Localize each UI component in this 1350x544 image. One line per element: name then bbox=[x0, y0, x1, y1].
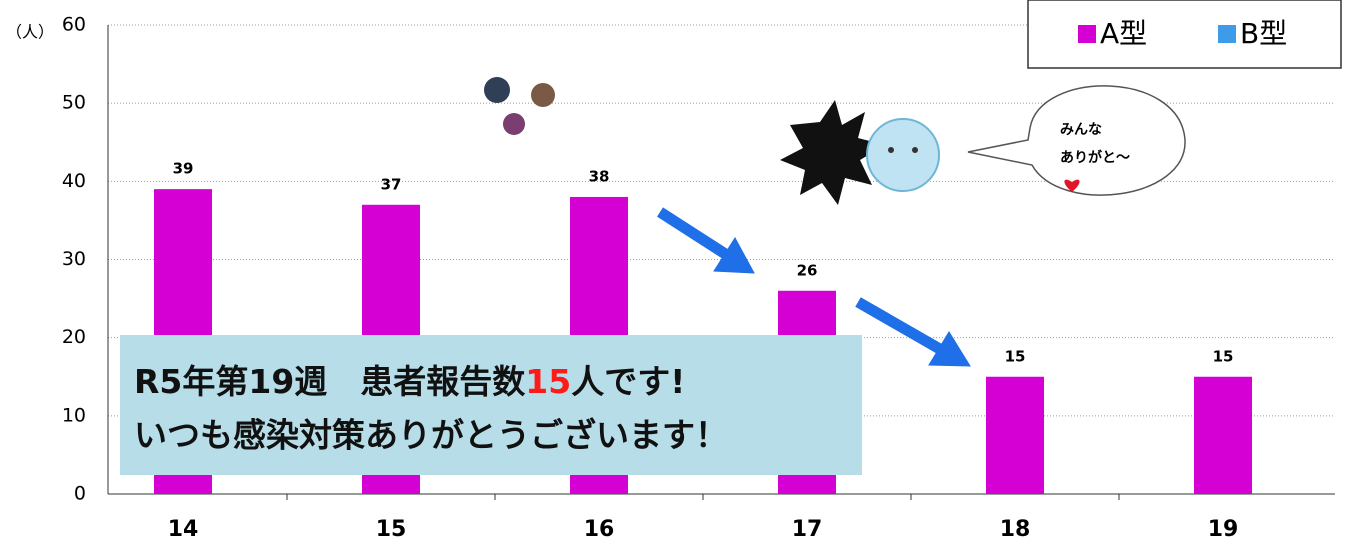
virus bbox=[484, 77, 510, 103]
eye bbox=[912, 147, 918, 153]
y-axis-label: （人） bbox=[6, 23, 54, 42]
banner-part: 人です! bbox=[571, 362, 685, 401]
banner-highlight: 15 bbox=[525, 362, 571, 401]
y-tick-label: 60 bbox=[62, 14, 86, 36]
y-tick-label: 0 bbox=[74, 483, 86, 505]
arrow bbox=[855, 297, 948, 357]
banner-text: R5年第19週 患者報告数15人です! bbox=[134, 362, 685, 401]
arrow bbox=[657, 207, 733, 262]
x-tick-label: 15 bbox=[376, 517, 407, 542]
burst bbox=[780, 100, 885, 205]
data-label: 39 bbox=[173, 160, 194, 178]
bubble-text: ありがと～ bbox=[1060, 149, 1130, 166]
virus bbox=[503, 113, 525, 135]
x-tick-label: 16 bbox=[584, 517, 615, 542]
virus-illustration bbox=[484, 77, 555, 135]
heart bbox=[1064, 179, 1080, 192]
data-label: 37 bbox=[381, 175, 402, 193]
eye bbox=[888, 147, 894, 153]
legend-swatch bbox=[1078, 25, 1096, 43]
banner-part: R5年第19週 患者報告数 bbox=[134, 362, 526, 401]
y-tick-label: 20 bbox=[62, 326, 86, 348]
y-tick-label: 10 bbox=[62, 404, 86, 426]
banner-text: いつも感染対策ありがとうございます！ bbox=[134, 416, 728, 455]
legend-swatch bbox=[1218, 25, 1236, 43]
bubble-text: みんな bbox=[1060, 122, 1102, 138]
speech-bubble bbox=[967, 85, 1186, 196]
data-label: 15 bbox=[1213, 347, 1234, 365]
data-label: 15 bbox=[1005, 347, 1026, 365]
y-tick-label: 50 bbox=[62, 92, 86, 114]
legend bbox=[1027, 0, 1342, 69]
data-label: 38 bbox=[589, 167, 610, 185]
character bbox=[866, 118, 940, 192]
bar bbox=[1194, 376, 1252, 494]
bar bbox=[986, 376, 1044, 494]
x-tick-label: 18 bbox=[1000, 517, 1031, 542]
y-tick-label: 30 bbox=[62, 248, 86, 270]
arrows bbox=[657, 207, 971, 367]
x-axis-label: （ bbox=[1340, 525, 1350, 543]
virus bbox=[531, 83, 555, 107]
x-tick-label: 17 bbox=[792, 517, 823, 542]
legend-label: A型 bbox=[1100, 17, 1147, 50]
legend-items: A型 B型 bbox=[1078, 17, 1287, 50]
data-label: 26 bbox=[797, 261, 818, 279]
x-tick-label: 14 bbox=[168, 517, 199, 542]
banner bbox=[120, 335, 862, 475]
arrow-head bbox=[928, 331, 971, 367]
y-tick-label: 40 bbox=[62, 170, 86, 192]
x-tick-label: 19 bbox=[1208, 517, 1239, 542]
legend-label: B型 bbox=[1240, 17, 1287, 50]
arrow-head bbox=[713, 237, 755, 274]
